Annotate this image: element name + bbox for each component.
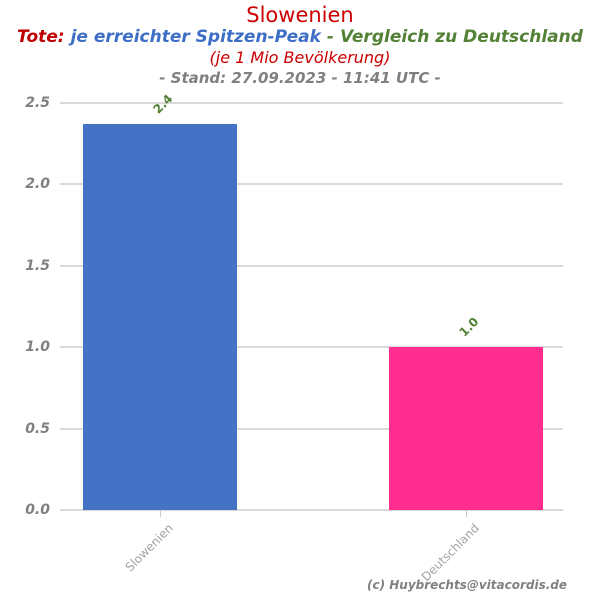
- copyright-note: (c) Huybrechts@vitacordis.de: [366, 578, 567, 592]
- y-axis-tick-label: 2.0: [25, 176, 50, 193]
- subtitle-part-tote: Tote:: [17, 27, 65, 47]
- x-axis-tick: [160, 510, 161, 517]
- y-axis-tick-label: 0.5: [25, 420, 50, 437]
- y-axis-tick-label: 2.5: [25, 95, 50, 111]
- gridline: [60, 346, 563, 349]
- unit-note: (je 1 Mio Bevölkerung): [209, 48, 391, 67]
- chart-subtitle: Tote: je erreichter Spitzen-Peak - Vergleic…: [0, 27, 600, 48]
- gridline: [60, 102, 563, 104]
- subtitle-part-metric: je erreichter Spitzen-Peak: [70, 27, 321, 47]
- bar-value-label: 2.4: [150, 91, 176, 117]
- x-axis-category-label: Slowenien: [122, 521, 176, 575]
- bar-value-label: 1.0: [456, 314, 482, 340]
- gridline: [60, 183, 563, 186]
- y-axis-tick-label: 1.5: [25, 257, 50, 274]
- bar-slowenien: [83, 124, 237, 510]
- y-axis-tick-label: 1.0: [25, 339, 50, 356]
- page-title: Slowenien: [246, 3, 354, 27]
- gridline: [60, 427, 563, 430]
- bar-deutschland: [389, 347, 543, 510]
- timestamp-note: - Stand: 27.09.2023 - 11:41 UTC -: [159, 69, 441, 87]
- y-axis-tick-label: 0.0: [25, 502, 50, 518]
- subtitle-part-dash: -: [326, 27, 334, 47]
- x-axis-tick: [466, 510, 467, 517]
- subtitle-part-compare: Vergleich zu Deutschland: [339, 27, 583, 47]
- gridline: [60, 509, 563, 511]
- gridline: [60, 264, 563, 267]
